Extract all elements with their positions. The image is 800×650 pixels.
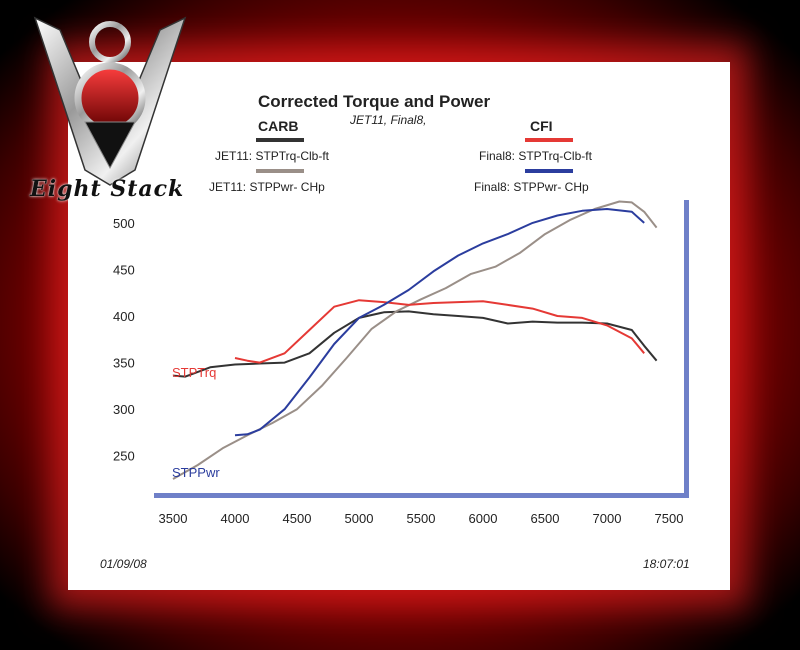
- y-tick-labels: 250 300 350 400 450 500: [113, 216, 135, 464]
- legend-entry-jet11-power: JET11: STPPwr- CHp: [209, 180, 325, 194]
- legend-entry-final8-power: Final8: STPPwr- CHp: [474, 180, 589, 194]
- chart-time: 18:07:01: [643, 557, 690, 571]
- v8-logo-icon: [33, 16, 187, 186]
- legend-swatch-carb: [256, 138, 304, 142]
- x-tick-label: 4000: [221, 511, 250, 526]
- x-tick-label: 6500: [531, 511, 560, 526]
- series-line-0: [172, 310, 658, 378]
- plot-right-border: [684, 200, 689, 498]
- legend-heading-carb: CARB: [258, 118, 298, 134]
- y-tick-label: 500: [113, 216, 135, 231]
- x-tick-label: 6000: [469, 511, 498, 526]
- legend-swatch-cfi: [525, 138, 573, 142]
- y-tick-label: 250: [113, 449, 135, 464]
- x-tick-label: 7500: [655, 511, 684, 526]
- y-tick-label: 450: [113, 262, 135, 277]
- x-tick-label: 5000: [345, 511, 374, 526]
- y-tick-label: 400: [113, 309, 135, 324]
- series-line-1: [172, 200, 658, 480]
- legend-entry-jet11-torque: JET11: STPTrq-Clb-ft: [215, 149, 330, 163]
- legend-heading-cfi: CFI: [530, 118, 553, 134]
- series-line-3: [234, 208, 645, 437]
- x-tick-label: 3500: [159, 511, 188, 526]
- logo-text: Eight Stack: [30, 176, 185, 202]
- curve-label-torque: STPTrq: [172, 365, 216, 380]
- chart-subtitle: JET11, Final8,: [349, 113, 426, 127]
- chart-date: 01/09/08: [100, 557, 147, 571]
- x-tick-labels: 3500 4000 4500 5000 5500 6000 6500 7000 7500: [159, 511, 684, 526]
- x-tick-label: 5500: [407, 511, 436, 526]
- plot-bottom-border: [154, 493, 689, 498]
- y-tick-label: 350: [113, 356, 135, 371]
- legend-swatch-final8-power: [525, 169, 573, 173]
- y-tick-label: 300: [113, 402, 135, 417]
- chart-title: Corrected Torque and Power: [258, 92, 490, 111]
- curve-label-power: STPPwr: [172, 465, 220, 480]
- legend-swatch-jet11-power: [256, 169, 304, 173]
- series-lines: [172, 200, 658, 480]
- x-tick-label: 7000: [593, 511, 622, 526]
- series-line-2: [234, 299, 645, 364]
- x-tick-label: 4500: [283, 511, 312, 526]
- legend-entry-final8-torque: Final8: STPTrq-Clb-ft: [479, 149, 593, 163]
